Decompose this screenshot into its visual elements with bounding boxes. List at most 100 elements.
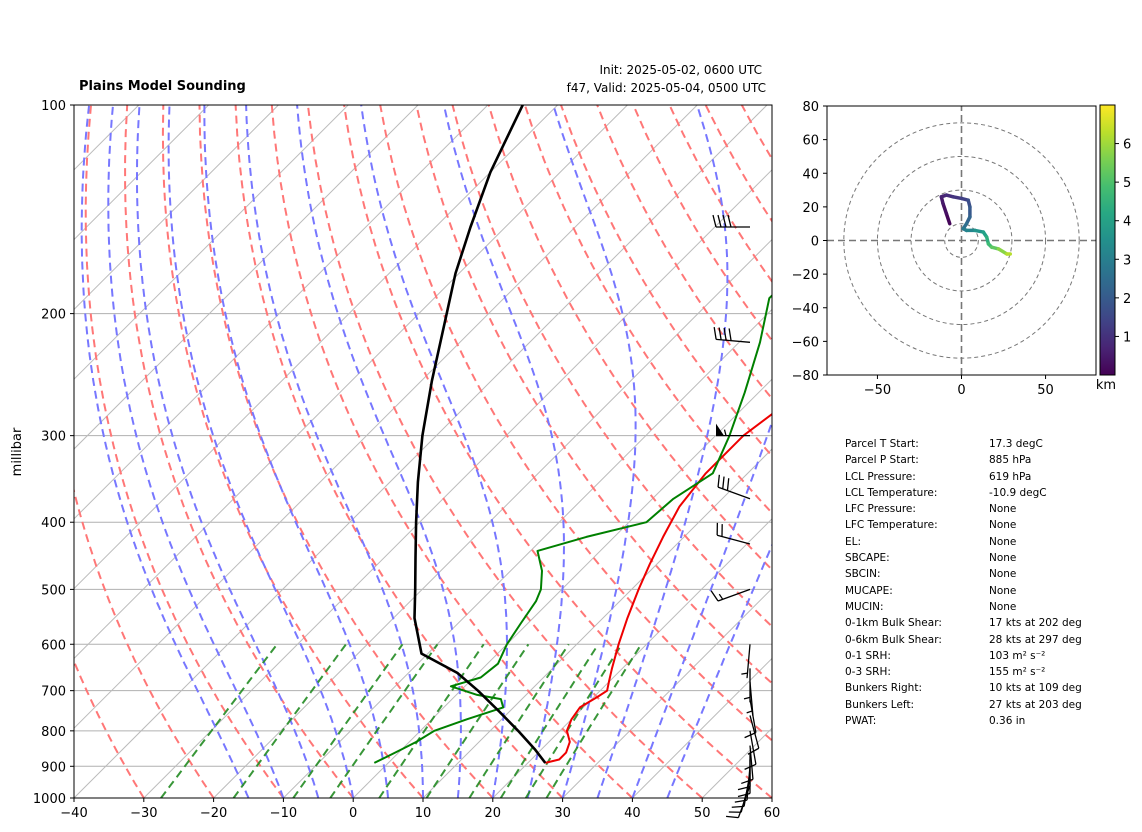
stat-label: Bunkers Right: [845, 682, 922, 695]
x-tick-label: −10 [270, 806, 297, 821]
isotherm-line [74, 105, 419, 450]
stat-label: LFC Pressure: [845, 503, 916, 516]
stat-label: 0-3 SRH: [845, 666, 891, 679]
dry-adiabat-line [161, 105, 424, 798]
stat-row: PWAT: 0.36 in [845, 714, 1135, 730]
stat-row: SBCIN: None [845, 567, 1135, 583]
colorbar-tick-label: 4 [1123, 215, 1131, 230]
colorbar-tick-label: 6 [1123, 138, 1131, 153]
stat-label: PWAT: [845, 715, 877, 728]
colorbar-tick-label: 5 [1123, 176, 1131, 191]
stat-label: Parcel T Start: [845, 438, 919, 450]
stat-label: 0-1 SRH: [845, 649, 891, 662]
chart-title: Plains Model Sounding [79, 79, 246, 94]
wind-barb [717, 474, 751, 500]
stat-row: 0-3 SRH: 155 m² s⁻² [845, 665, 1135, 681]
range-ring [910, 189, 1013, 292]
moist-adiabat-line [596, 105, 729, 798]
y-tick-label: 200 [41, 308, 66, 323]
y-tick-label: 700 [41, 685, 66, 700]
x-tick-label: 10 [415, 806, 432, 821]
stat-row: MUCAPE: None [845, 584, 1135, 600]
hodograph-y-tick-label: 60 [802, 134, 819, 149]
wind-barb [712, 214, 750, 228]
stat-label: LFC Temperature: [845, 519, 938, 532]
moist-adiabat-line [136, 105, 320, 798]
stat-value: 619 hPa [989, 470, 1032, 483]
isotherm-line [562, 587, 772, 798]
wind-barb [716, 522, 751, 545]
mixing-ratio-line [232, 643, 347, 798]
mixing-ratio-line [378, 643, 485, 798]
y-tick-label: 100 [41, 99, 66, 114]
hodograph-y-tick-label: 20 [802, 201, 819, 216]
skewt-frame [73, 104, 773, 799]
stat-label: 0-1km Bulk Shear: [845, 617, 942, 630]
dry-adiabat-line [84, 105, 285, 798]
stat-label: LCL Temperature: [845, 486, 938, 499]
mixing-ratio-line [292, 643, 404, 798]
y-tick-label: 600 [41, 638, 66, 653]
isotherm-line [74, 105, 628, 660]
hodograph-y-tick-label: −80 [792, 369, 819, 384]
stat-row: 0-1km Bulk Shear: 17 kts at 202 deg [845, 616, 1135, 632]
y-axis-label: millibar [10, 427, 25, 476]
x-tick-label: −30 [130, 806, 157, 821]
isotherm-line [74, 105, 489, 520]
hodograph-y-tick-label: 0 [811, 235, 819, 250]
stat-label: MUCIN: [845, 600, 884, 613]
mixing-ratio-line [499, 643, 600, 798]
moist-adiabat-line [245, 105, 424, 798]
moist-adiabat-line [107, 105, 285, 798]
dry-adiabat-line [379, 105, 772, 742]
stat-row: Bunkers Right: 10 kts at 109 deg [845, 681, 1135, 697]
x-tick-label: −20 [200, 806, 227, 821]
x-tick-label: 40 [624, 806, 641, 821]
stat-label: 0-6km Bulk Shear: [845, 633, 942, 646]
moist-adiabat-line [552, 105, 637, 798]
mixing-ratio-line [545, 643, 643, 798]
sounding-stats-panel: Parcel T Start: 17.3 degC Parcel P Start: 8… [845, 437, 1135, 730]
stat-row: SBCAPE: None [845, 551, 1135, 567]
temperature-profile [545, 412, 772, 764]
dry-adiabat-line [560, 105, 772, 458]
x-tick-label: 60 [764, 806, 781, 821]
stat-value: None [989, 519, 1017, 532]
stat-row: Bunkers Left: 27 kts at 203 deg [845, 698, 1135, 714]
dry-adiabat-line [74, 487, 215, 798]
dry-adiabat-line [198, 105, 494, 798]
stat-value: None [989, 584, 1017, 597]
y-tick-label: 300 [41, 430, 66, 445]
x-tick-label: 50 [694, 806, 711, 821]
moist-adiabat-line [666, 542, 772, 798]
hodograph-x-tick-label: 50 [1037, 383, 1054, 398]
moist-adiabat-line [296, 105, 462, 798]
wind-barb [713, 327, 751, 343]
stat-row: Parcel P Start: 885 hPa [845, 453, 1135, 469]
hodograph-y-tick-label: 80 [802, 100, 819, 115]
parcel-profile [413, 105, 547, 764]
colorbar [1099, 104, 1116, 376]
hodograph-plot-area [827, 106, 1096, 375]
hodograph-x-tick-label: −50 [864, 383, 891, 398]
stat-value: None [989, 535, 1017, 548]
stat-row: MUCIN: None [845, 600, 1135, 616]
mixing-ratio-line [524, 643, 623, 798]
stat-value: 885 hPa [989, 454, 1032, 467]
dry-adiabat-line [270, 105, 634, 798]
stat-label: MUCAPE: [845, 584, 893, 597]
x-tick-label: −40 [60, 806, 87, 821]
stat-label: LCL Pressure: [845, 470, 916, 483]
init-time: Init: 2025-05-02, 0600 UTC [599, 63, 762, 77]
x-tick-label: 30 [554, 806, 571, 821]
stat-row: 0-1 SRH: 103 m² s⁻² [845, 649, 1135, 665]
wind-barb [741, 745, 754, 785]
wind-barb [744, 699, 757, 739]
stat-row: LFC Temperature: None [845, 518, 1135, 534]
colorbar-tick-label: 1 [1123, 330, 1131, 345]
colorbar-tick-label: 3 [1123, 253, 1131, 268]
stat-label: Bunkers Left: [845, 698, 915, 711]
stat-row: LCL Temperature: -10.9 degC [845, 486, 1135, 502]
valid-time: f47, Valid: 2025-05-04, 0500 UTC [566, 81, 766, 95]
stat-row: 0-6km Bulk Shear: 28 kts at 297 deg [845, 633, 1135, 649]
